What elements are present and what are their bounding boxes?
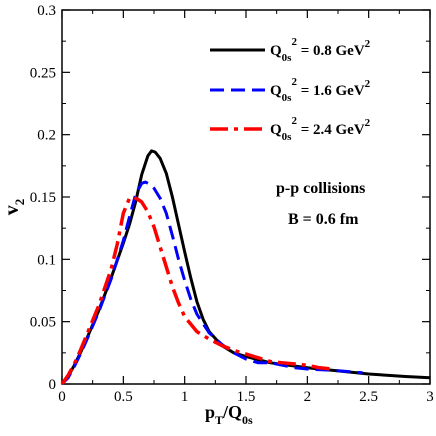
tick-labels: 0 0.5 1 1.5 2 2.5 3 0 0.05 0.1 0.15 0.2 0.25 0.3 [30, 3, 434, 405]
x-tick-label: 1.5 [237, 389, 256, 405]
legend-entry-0: Q0s2 = 0.8 GeV2 [270, 36, 371, 64]
y-tick-label: 0.3 [37, 3, 56, 19]
series-line-1 [60, 180, 363, 386]
legend-entry-2: Q0s2 = 2.4 GeV2 [270, 115, 371, 143]
y-tick-label: 0.05 [30, 315, 56, 331]
series-line-2 [60, 195, 333, 386]
annotation-impact-parameter: B = 0.6 fm [288, 211, 359, 228]
x-tick-label: 0.5 [114, 389, 133, 405]
series-layer [60, 149, 431, 386]
legend-entry-1: Q0s2 = 1.6 GeV2 [270, 76, 371, 104]
x-axis-label: pT/Q0s [205, 402, 253, 427]
y-tick-label: 0.2 [37, 128, 56, 144]
x-tick-label: 3 [426, 389, 434, 405]
x-tick-label: 1 [181, 389, 189, 405]
y-tick-label: 0 [49, 377, 57, 393]
x-tick-label: 2 [304, 389, 312, 405]
plot-frame [61, 9, 431, 385]
y-tick-label: 0.1 [37, 252, 56, 268]
y-tick-label: 0.25 [30, 65, 56, 81]
annotation-collisions: p-p collisions [276, 180, 365, 197]
legend: Q0s2 = 0.8 GeV2 Q0s2 = 1.6 GeV2 Q0s2 = 2… [210, 36, 371, 143]
y-axis-label: v2 [1, 199, 27, 216]
x-tick-label: 2.5 [359, 389, 378, 405]
series-line-0 [60, 149, 431, 385]
x-tick-label: 0 [58, 389, 66, 405]
axis-ticks [61, 9, 431, 385]
y-tick-label: 0.15 [30, 190, 56, 206]
legend-samples [210, 48, 265, 131]
